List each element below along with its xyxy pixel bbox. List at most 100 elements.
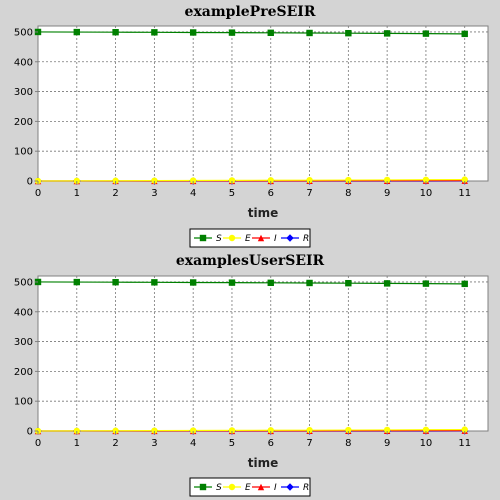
x-tick-label: 10	[420, 438, 433, 449]
x-tick-label: 5	[229, 438, 235, 449]
legend-label: S	[216, 234, 222, 244]
legend-marker-E	[228, 234, 236, 242]
data-point-E	[112, 177, 119, 184]
legend-label: S	[216, 483, 222, 493]
x-tick-label: 3	[151, 438, 157, 449]
legend-label: I	[274, 483, 277, 493]
legend-item-E: E	[223, 234, 251, 244]
data-point-E	[422, 176, 430, 183]
data-point-S	[228, 279, 236, 286]
x-tick-label: 5	[229, 188, 235, 199]
chart-title: examplesUserSEIR	[176, 253, 325, 269]
data-point-E	[151, 177, 158, 184]
data-point-S	[228, 29, 236, 36]
data-point-S	[422, 280, 430, 287]
x-axis-label: time	[248, 456, 279, 470]
legend-item-R: R	[281, 234, 309, 244]
legend-label: I	[274, 234, 277, 244]
x-tick-label: 1	[74, 188, 80, 199]
chart-panel-2: examplesUserSEIR 0 1 2 3 4 5 6 7 8 9 10 11 0 100 200 30…	[14, 253, 489, 497]
x-tick-label: 9	[384, 438, 390, 449]
legend-item-I: I	[252, 234, 277, 244]
data-point-E	[306, 426, 313, 434]
x-tick-label: 4	[190, 188, 196, 199]
x-tick-label: 1	[74, 438, 80, 449]
data-point-S	[189, 29, 197, 36]
data-point-E	[228, 177, 236, 184]
y-tick-label: 400	[14, 307, 33, 318]
tick-labels: 0 1 2 3 4 5 6 7 8 9 10 11 0 100 200 300 400 500	[14, 27, 471, 199]
data-point-S	[345, 29, 352, 37]
data-point-S	[383, 280, 391, 287]
legend-marker-R	[286, 483, 294, 491]
x-tick-label: 3	[151, 188, 157, 199]
y-tick-label: 0	[27, 427, 33, 438]
legend-item-S: S	[194, 483, 222, 493]
x-tick-label: 7	[306, 188, 312, 199]
x-tick-label: 7	[306, 438, 312, 449]
data-point-S	[267, 279, 274, 286]
legend-label: E	[245, 483, 251, 493]
y-tick-label: 100	[14, 147, 33, 158]
legend-label: R	[303, 483, 309, 493]
x-tick-label: 10	[420, 188, 433, 199]
y-tick-label: 0	[27, 177, 33, 188]
data-point-S	[112, 29, 119, 36]
data-point-E	[189, 177, 197, 184]
data-point-S	[422, 30, 430, 37]
data-point-S	[345, 279, 352, 287]
series-line-S	[37, 31, 465, 35]
legend-marker-E	[228, 483, 236, 491]
data-point-E	[461, 426, 468, 433]
series-line-E	[37, 179, 465, 182]
data-point-S	[151, 29, 158, 36]
legend-label: R	[303, 234, 309, 244]
plot-background	[37, 275, 489, 432]
plot-area: 0 1 2 3 4 5 6 7 8 9 10 11 0 100 200 300 400 500	[14, 275, 489, 449]
tick-labels: 0 1 2 3 4 5 6 7 8 9 10 11 0 100 200 300 400 500	[14, 277, 471, 449]
x-tick-label: 2	[112, 438, 118, 449]
legend-marker-R	[286, 234, 294, 242]
x-tick-label: 11	[458, 438, 471, 449]
data-point-S	[151, 279, 158, 286]
legend-item-E: E	[223, 483, 251, 493]
x-tick-label: 9	[384, 188, 390, 199]
legend-item-I: I	[252, 483, 277, 493]
data-point-E	[228, 427, 236, 434]
legend-marker-S	[199, 483, 207, 491]
data-point-E	[383, 426, 391, 434]
chart-panel-1: examplePreSEIR 0 1 2 3 4 5 6 7 8 9 10 11 0 100 200 300 4…	[14, 4, 489, 248]
data-point-E	[306, 176, 313, 184]
x-tick-label: 6	[268, 438, 274, 449]
data-point-S	[112, 279, 119, 286]
data-point-E	[422, 426, 430, 433]
data-point-S	[73, 278, 80, 286]
legend-box	[189, 477, 311, 497]
data-point-S	[189, 279, 197, 286]
x-tick-label: 4	[190, 438, 196, 449]
y-tick-label: 100	[14, 397, 33, 408]
y-tick-label: 200	[14, 117, 33, 128]
legend-marker-I	[257, 483, 265, 491]
y-tick-label: 300	[14, 87, 33, 98]
x-tick-label: 11	[458, 188, 471, 199]
series-line-E	[37, 429, 465, 432]
data-point-S	[267, 29, 274, 36]
y-tick-label: 500	[14, 27, 33, 38]
y-tick-label: 300	[14, 337, 33, 348]
data-point-E	[112, 427, 119, 434]
series-line-S	[37, 281, 465, 285]
data-point-E	[189, 427, 197, 434]
plot-area: 0 1 2 3 4 5 6 7 8 9 10 11 0 100 200 300 400 500	[14, 25, 489, 199]
data-point-S	[306, 279, 313, 287]
data-point-E	[461, 176, 468, 183]
data-point-S	[306, 29, 313, 37]
data-point-E	[345, 176, 352, 184]
plot-background	[37, 25, 489, 182]
data-point-S	[73, 28, 80, 36]
legend-box	[189, 228, 311, 248]
x-tick-label: 0	[35, 438, 41, 449]
x-tick-label: 0	[35, 188, 41, 199]
y-tick-label: 400	[14, 57, 33, 68]
data-point-E	[151, 427, 158, 434]
